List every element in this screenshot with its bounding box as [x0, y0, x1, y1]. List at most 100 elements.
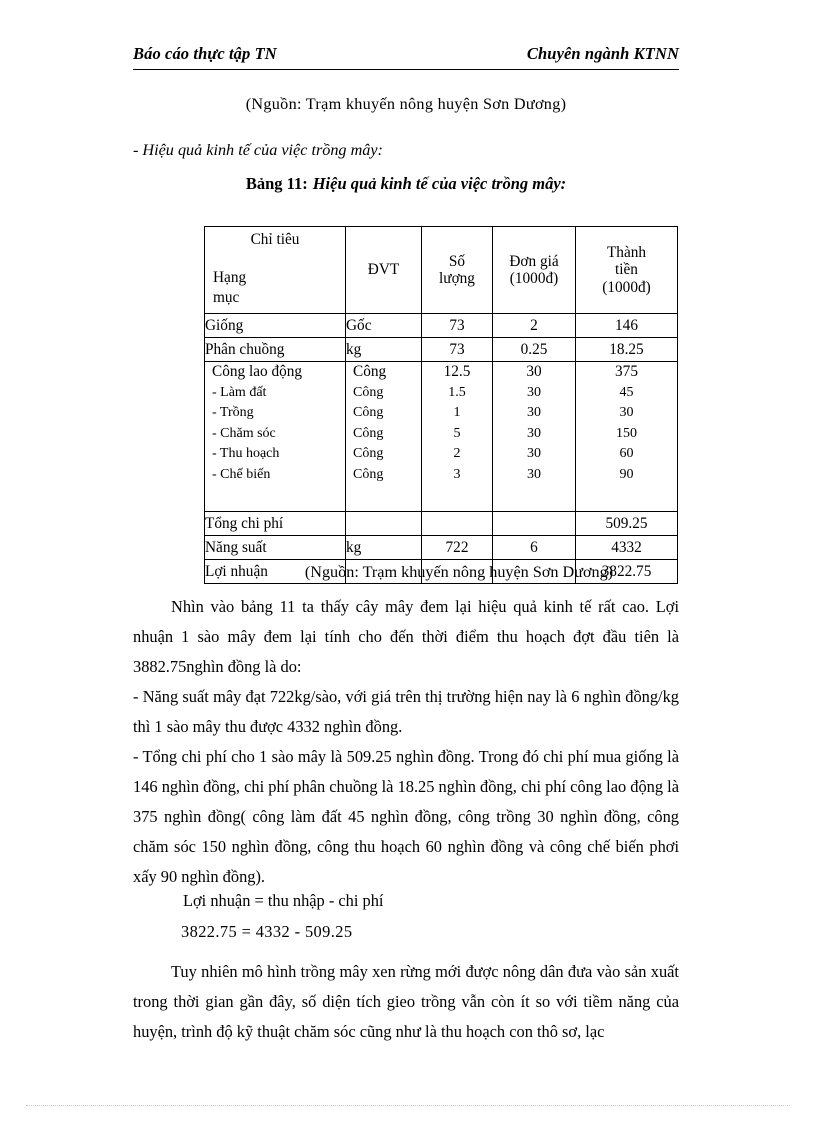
header-right-text: Chuyên ngành KTNN — [526, 44, 679, 63]
paragraph-text: - Tổng chi phí cho 1 sào mây là 509.25 n… — [133, 747, 679, 886]
table-caption-text: Hiệu quả kinh tế của việc trồng mây: — [312, 174, 567, 193]
row-amount: 509.25 — [575, 511, 678, 536]
group-qty-cell: 12.5 1.5 1 5 2 3 — [421, 361, 493, 512]
group-sub-label: - Trồng — [212, 405, 254, 420]
section-lead-line: - Hiệu quả kinh tế của việc trồng mây: — [133, 141, 383, 159]
group-unit: Công — [353, 363, 387, 380]
group-sub-qty: 3 — [453, 466, 461, 482]
table-header-so-luong: Số lượng — [421, 226, 493, 314]
group-sub-amount: 30 — [619, 405, 634, 420]
header-dongia-line2: (1000đ) — [509, 270, 559, 287]
group-spacer — [346, 485, 421, 511]
group-sub-amount: 60 — [619, 446, 634, 461]
table-header-don-gia: Đơn giá (1000đ) — [492, 226, 576, 314]
group-sub-qty: 5 — [453, 425, 461, 441]
economic-efficiency-table-wrapper: Chỉ tiêu Hạng mục ĐVT Số lượng Đơn giá (… — [204, 226, 678, 584]
table-row-group-labour: Công lao động - Làm đất - Trồng - Chăm s… — [204, 361, 678, 512]
header-thanhtien-line3: (1000đ) — [602, 278, 651, 296]
row-unit — [345, 559, 422, 584]
equation-text: 3822.75 = 4332 - 509.25 — [181, 922, 353, 941]
table-header-row: Chỉ tiêu Hạng mục ĐVT Số lượng Đơn giá (… — [204, 226, 678, 314]
row-price — [492, 511, 576, 536]
row-qty: 73 — [421, 337, 493, 362]
header-soluong-line1: Số — [448, 252, 466, 270]
table-caption-number: Bảng 11: — [245, 174, 308, 193]
header-dongia-line1: Đơn giá — [509, 252, 559, 270]
running-header: Báo cáo thực tập TN Chuyên ngành KTNN — [133, 44, 679, 64]
group-sub-unit: Công — [353, 446, 384, 461]
group-price-cell: 30 30 30 30 30 30 — [492, 361, 576, 512]
source-note-bottom: (Nguồn: Trạm khuyến nông huyện Sơn Dương… — [304, 563, 614, 581]
group-sub-label: - Chế biến — [212, 466, 271, 482]
group-sub-amount: 45 — [619, 384, 634, 400]
row-price: 6 — [492, 535, 576, 560]
group-sub-unit: Công — [353, 425, 384, 441]
paragraph-text: - Năng suất mây đạt 722kg/sào, với giá t… — [133, 687, 679, 736]
group-sub-unit: Công — [353, 466, 384, 482]
table-row: Lợi nhuận 3822.75 — [204, 559, 678, 584]
group-unit-cell: Công Công Công Công Công Công — [345, 361, 422, 512]
row-label: Giống — [204, 313, 346, 338]
source-note-top: (Nguồn: Trạm khuyến nông huyện Sơn Dương… — [245, 95, 567, 113]
header-thanhtien-line1: Thành — [606, 244, 647, 262]
row-qty: 73 — [421, 313, 493, 338]
group-spacer — [205, 485, 345, 511]
row-unit: Gốc — [345, 313, 422, 338]
row-unit: kg — [345, 337, 422, 362]
paragraph-analysis-intro: Nhìn vào bảng 11 ta thấy cây mây đem lại… — [133, 592, 679, 682]
table-row: Phân chuồng kg 73 0.25 18.25 — [204, 337, 678, 362]
header-soluong-line2: lượng — [439, 270, 475, 287]
group-label: Công lao động — [212, 363, 303, 380]
row-qty — [421, 511, 493, 536]
table-row: Giống Gốc 73 2 146 — [204, 313, 678, 338]
group-sub-label: - Chăm sóc — [212, 425, 276, 441]
row-label: Phân chuồng — [204, 337, 346, 362]
row-qty: 722 — [421, 535, 493, 560]
paragraph-yield: - Năng suất mây đạt 722kg/sào, với giá t… — [133, 682, 679, 742]
row-price: 0.25 — [492, 337, 576, 362]
header-label-chi-tieu: Chỉ tiêu — [250, 231, 300, 248]
row-amount: 4332 — [575, 535, 678, 560]
table-row: Năng suất kg 722 6 4332 — [204, 535, 678, 560]
group-spacer — [493, 485, 575, 511]
row-unit — [345, 511, 422, 536]
table-header-thanh-tien: Thành tiền (1000đ) — [575, 226, 678, 314]
table-caption: Bảng 11: Hiệu quả kinh tế của việc trồng … — [133, 174, 679, 193]
group-sub-price: 30 — [527, 425, 541, 441]
row-price — [492, 559, 576, 584]
group-amount: 375 — [615, 363, 638, 380]
group-sub-unit: Công — [353, 384, 384, 400]
group-sub-amount: 90 — [619, 466, 634, 482]
table-row: Tổng chi phí 509.25 — [204, 511, 678, 536]
group-sub-price: 30 — [527, 446, 541, 461]
group-price: 30 — [526, 363, 542, 380]
table-header-corner-cell: Chỉ tiêu Hạng mục — [204, 226, 346, 314]
row-qty — [421, 559, 493, 584]
scan-artifact-line — [26, 1105, 790, 1107]
header-thanhtien-line2: tiền — [615, 261, 638, 279]
paragraph-text: Tuy nhiên mô hình trồng mây xen rừng mới… — [133, 962, 679, 1041]
row-price: 2 — [492, 313, 576, 338]
row-amount: 18.25 — [575, 337, 678, 362]
group-qty: 12.5 — [443, 363, 471, 380]
header-label-muc: mục — [213, 289, 240, 306]
paragraph-cost: - Tổng chi phí cho 1 sào mây là 509.25 n… — [133, 742, 679, 892]
row-label: Lợi nhuận — [204, 559, 346, 584]
paragraph-conclusion: Tuy nhiên mô hình trồng mây xen rừng mới… — [133, 957, 679, 1047]
group-sub-price: 30 — [527, 405, 541, 420]
row-label: Tổng chi phí — [204, 511, 346, 536]
group-spacer — [422, 485, 492, 511]
header-dvt-line1: ĐVT — [367, 261, 400, 279]
row-unit: kg — [345, 535, 422, 560]
group-sub-label: - Làm đất — [212, 384, 267, 400]
group-sub-price: 30 — [527, 384, 541, 400]
row-amount: 146 — [575, 313, 678, 338]
group-sub-qty: 1.5 — [448, 384, 466, 400]
group-sub-unit: Công — [353, 405, 384, 420]
economic-efficiency-table: Chỉ tiêu Hạng mục ĐVT Số lượng Đơn giá (… — [204, 226, 678, 584]
group-spacer — [576, 485, 677, 511]
paragraph-text: Nhìn vào bảng 11 ta thấy cây mây đem lại… — [133, 597, 679, 676]
row-amount: 3822.75 — [575, 559, 678, 584]
equation-profit-formula: Lợi nhuận = thu nhập - chi phí — [133, 892, 679, 909]
